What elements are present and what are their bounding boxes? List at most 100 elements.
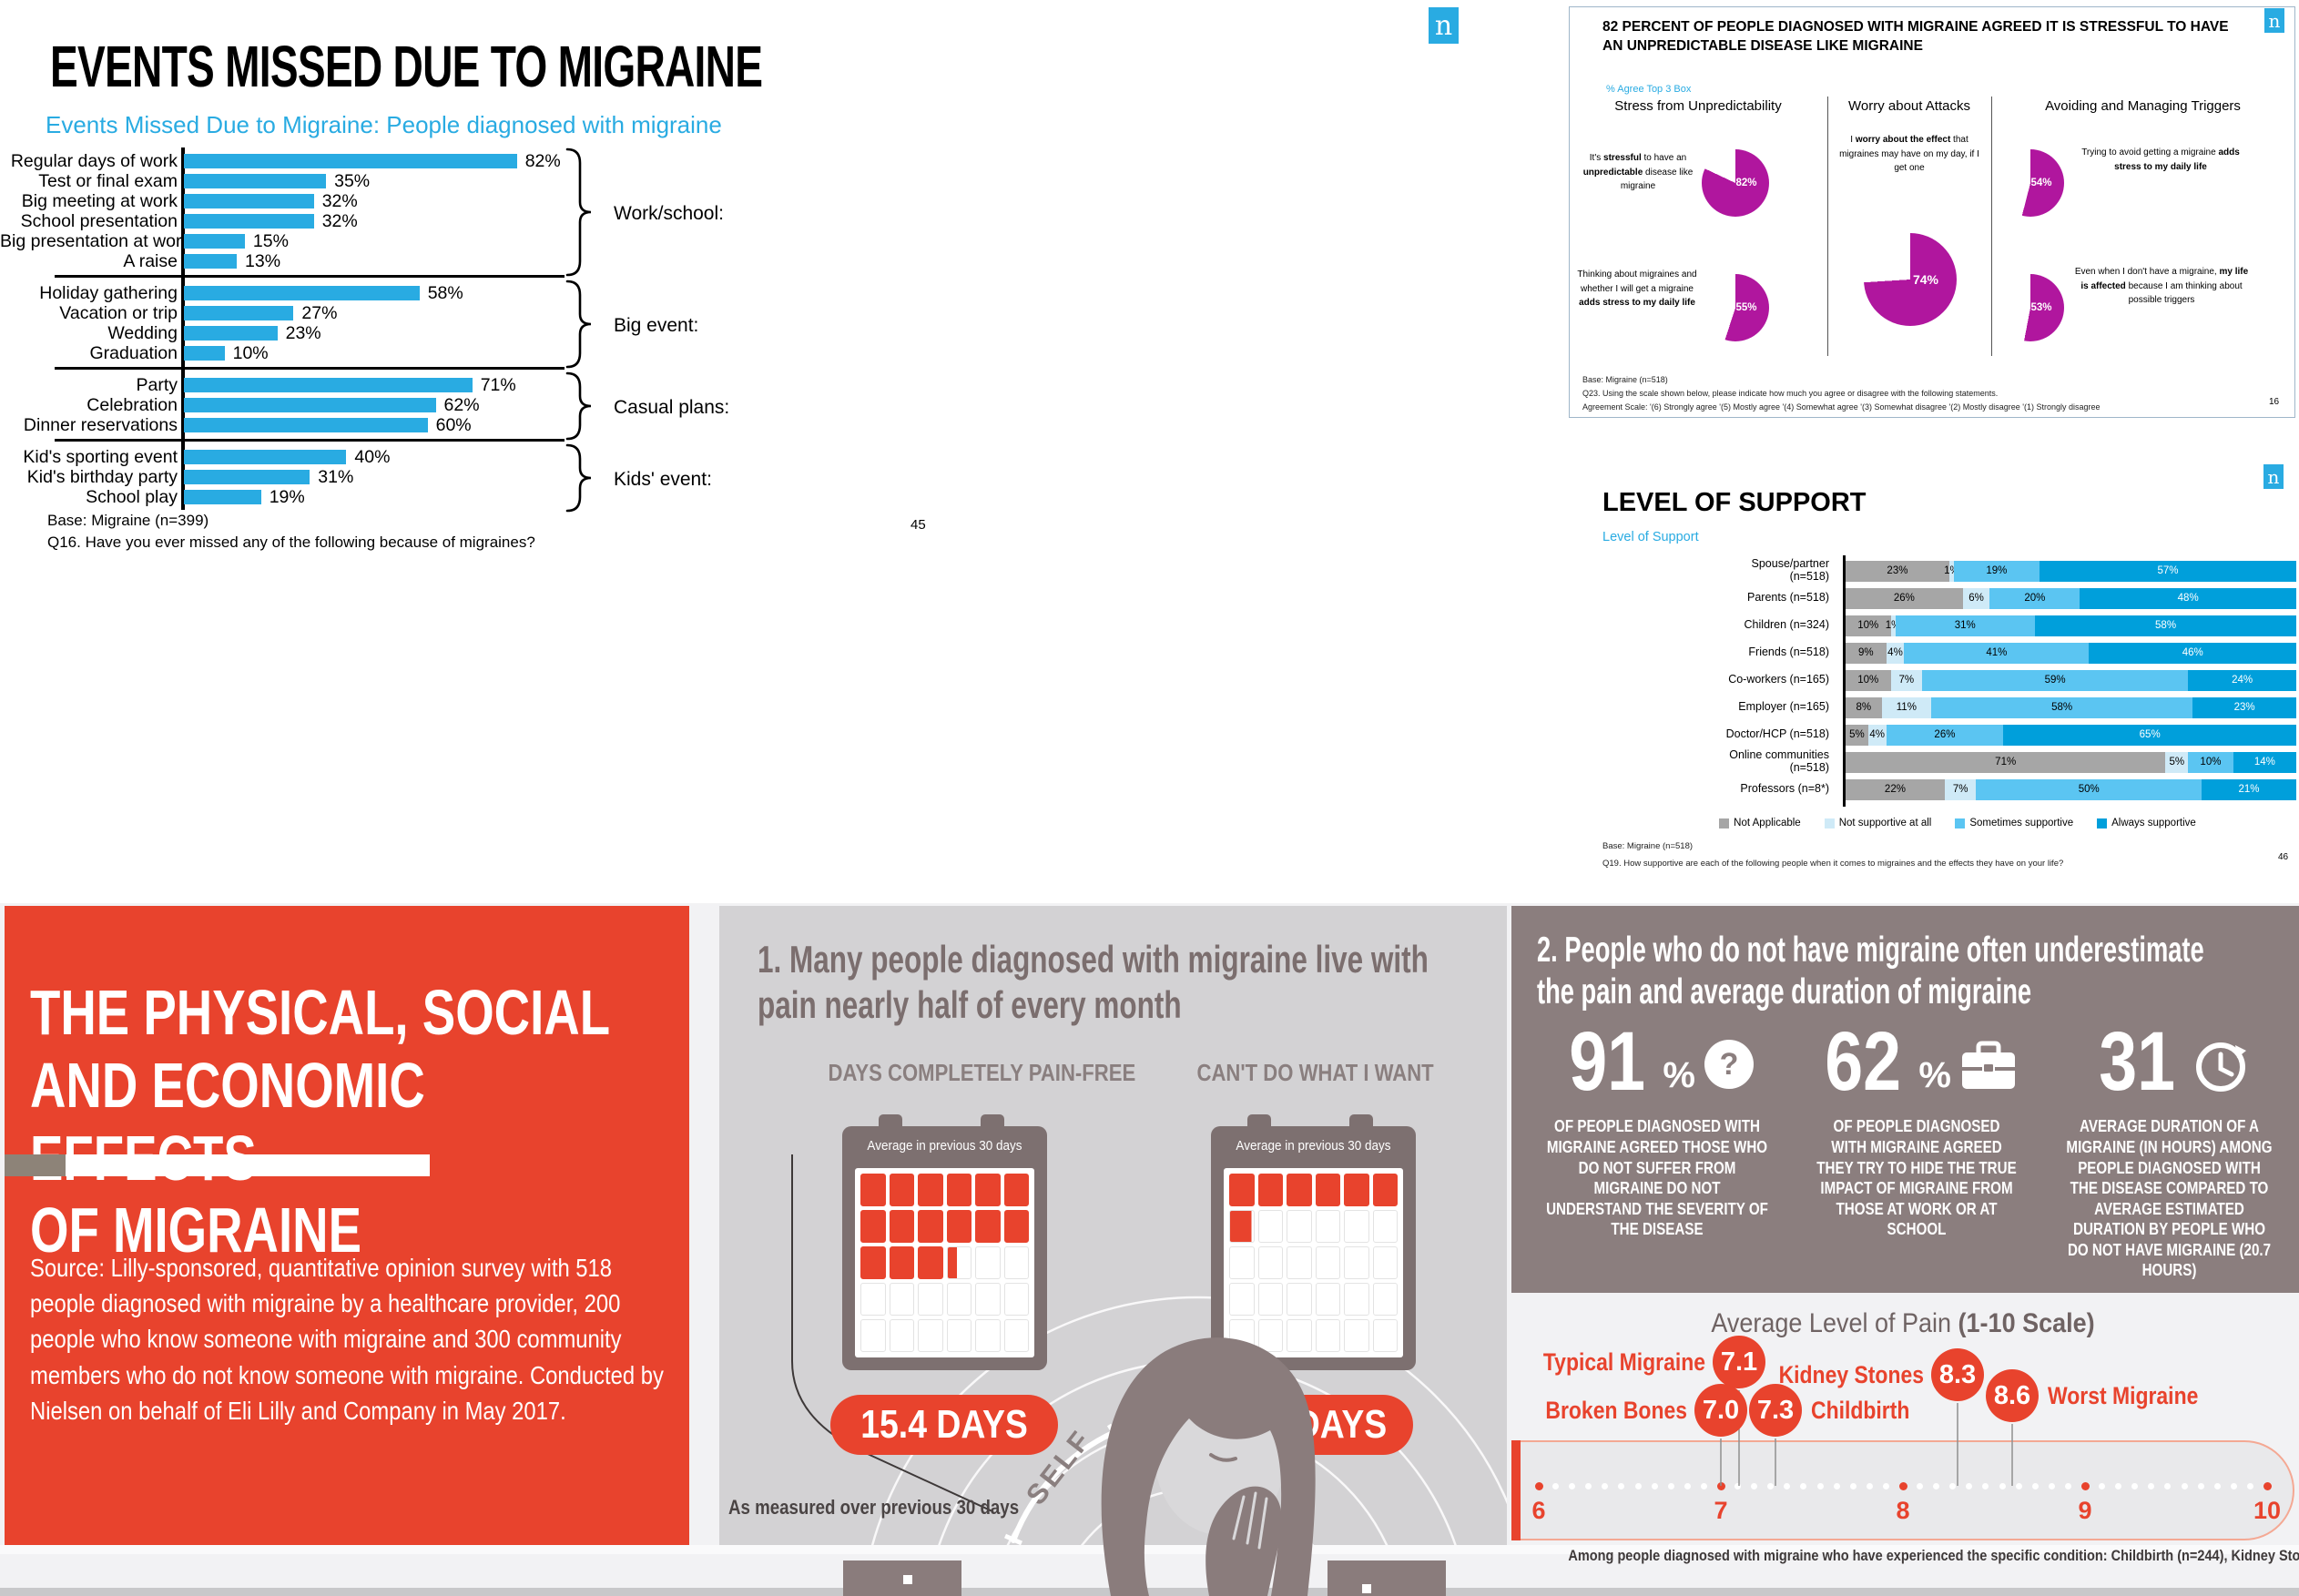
scale-dot	[1568, 1482, 1575, 1489]
calendar-day	[889, 1210, 914, 1243]
chart-title: Events Missed Due to Migraine: People di…	[46, 111, 722, 138]
pie-value-label: 55%	[1735, 302, 1757, 313]
bar-category-label: A raise	[123, 251, 178, 271]
bar-segment: 59%	[1922, 669, 2189, 691]
stat-unit: %	[1918, 1055, 1951, 1096]
table-row: Parents (n=518) 26% 6% 20% 48%	[1566, 585, 2299, 612]
calendar-day	[1257, 1174, 1283, 1206]
calendar-day	[1003, 1246, 1029, 1279]
group-brace	[565, 280, 592, 369]
calendar-header: DAYS COMPLETELY PAIN-FREE	[828, 1059, 1136, 1086]
calendar-day	[1315, 1210, 1340, 1243]
bar-value-label: 19%	[269, 487, 305, 507]
stat-number: 91	[1569, 1015, 1646, 1108]
divider-white	[66, 1154, 430, 1176]
calendar-day	[946, 1210, 971, 1243]
group-label: Work/school:	[614, 203, 724, 224]
calendar-day	[1344, 1319, 1369, 1352]
bar-segment: 23%	[1846, 560, 1949, 582]
bar	[184, 286, 420, 300]
measurement-note: As measured over previous 30 days	[728, 1496, 1020, 1519]
table-row: Friends (n=518) 9% 4% 41% 46%	[1566, 639, 2299, 666]
group-brace	[565, 147, 592, 277]
page-title: EVENTS MISSED DUE TO MIGRAINE	[50, 34, 763, 99]
calendar-day	[1344, 1210, 1369, 1243]
calendar-day	[918, 1319, 943, 1352]
question-note: Q16. Have you ever missed any of the fol…	[47, 534, 535, 551]
calendar-day	[1003, 1283, 1029, 1316]
question-note: Q19. How supportive are each of the foll…	[1602, 859, 2064, 869]
scale-dot	[1850, 1482, 1856, 1489]
table-row: Online communities (n=518) 71% 5% 10% 14%	[1566, 748, 2299, 776]
row-label: Employer (n=165)	[1738, 700, 1829, 714]
chart-title: Level of Support	[1602, 530, 1699, 544]
stat-value-row: 91 % ?	[1521, 1015, 1794, 1108]
calendar-day	[1315, 1283, 1340, 1316]
scale-dot	[2098, 1482, 2105, 1489]
pain-marker-circle: 7.3	[1749, 1384, 1802, 1437]
gauge-arc	[1011, 1429, 1117, 1543]
calendar-day	[860, 1319, 886, 1352]
calendar-day	[1287, 1319, 1312, 1352]
row-label: Professors (n=8*)	[1740, 782, 1829, 796]
calendar-day	[860, 1174, 886, 1206]
calendar-day	[946, 1174, 971, 1206]
bar	[184, 234, 245, 249]
bar-category-label: Celebration	[86, 395, 178, 415]
table-row: Spouse/partner (n=518) 23% 1% 19% 57%	[1566, 557, 2299, 585]
table-row: Professors (n=8*) 22% 7% 50% 21%	[1566, 776, 2299, 803]
calendar-pain-free: Average in previous 30 days	[842, 1114, 1047, 1370]
calendar-ring-icon	[879, 1114, 902, 1133]
bar-value-label: 23%	[285, 323, 321, 343]
legend-item: Sometimes supportive	[1955, 818, 2073, 828]
pain-marker-label: Typical Migraine	[1542, 1348, 1705, 1376]
stat-number: 62	[1825, 1015, 1902, 1108]
row-label: Co-workers (n=165)	[1728, 673, 1829, 686]
calendar-day	[1229, 1210, 1255, 1243]
pain-scale-band	[1511, 1440, 2294, 1540]
bar-segment: 21%	[2201, 778, 2296, 800]
bar-value-label: 27%	[301, 303, 338, 323]
bar-value-label: 60%	[435, 415, 472, 435]
clock-icon	[2195, 1042, 2246, 1093]
bar	[184, 214, 314, 229]
row-label: Online communities (n=518)	[1729, 748, 1829, 774]
stat-value-row: 31	[2040, 1020, 2299, 1103]
pie-chart-82: 82%	[1702, 149, 1769, 217]
bar-value-label: 82%	[524, 151, 561, 171]
pie-value-label: 74%	[1912, 272, 1939, 287]
bar-segment: 57%	[2039, 560, 2297, 582]
bar-segment: 65%	[2003, 724, 2297, 746]
calendar-day	[1287, 1246, 1312, 1279]
group-label: Big event:	[614, 315, 699, 336]
bar	[184, 378, 473, 392]
scale-dot	[1551, 1482, 1559, 1489]
pie-statement: Even when I don't have a migraine, my li…	[2074, 267, 2249, 305]
calendar-header: CAN'T DO WHAT I WANT	[1196, 1059, 1434, 1086]
bar-category-label: School play	[86, 487, 178, 507]
scale-dot	[2032, 1482, 2039, 1489]
legend-swatch	[1719, 818, 1730, 828]
scale-dot	[1701, 1482, 1708, 1489]
bar-segment: 10%	[2188, 751, 2233, 773]
logo-letter: n	[2267, 465, 2280, 488]
scale-dot	[2114, 1482, 2121, 1489]
calendar-day	[975, 1246, 1001, 1279]
axis-tick-label: 8	[1896, 1497, 1910, 1524]
bar	[184, 174, 327, 188]
calendar-day	[860, 1246, 886, 1279]
divider-gray	[5, 1154, 66, 1176]
gauge-arm-left	[843, 1560, 961, 1596]
bar-value-label: 32%	[321, 211, 358, 231]
calendar-day	[1372, 1174, 1398, 1206]
question-icon: ?	[1704, 1040, 1754, 1090]
scale-dot	[1634, 1482, 1642, 1489]
calendar-day	[975, 1174, 1001, 1206]
chart-legend: Not Applicable Not supportive at all Somet…	[1639, 818, 2276, 828]
scale-dot	[1684, 1482, 1692, 1489]
bar-segment: 23%	[2192, 696, 2297, 718]
panel-gap	[0, 1545, 2299, 1554]
calendar-day	[1003, 1210, 1029, 1243]
panel-title-red: THE PHYSICAL, SOCIAL AND ECONOMIC EFFECT…	[5, 906, 689, 1545]
scale-dot	[1916, 1482, 1923, 1489]
